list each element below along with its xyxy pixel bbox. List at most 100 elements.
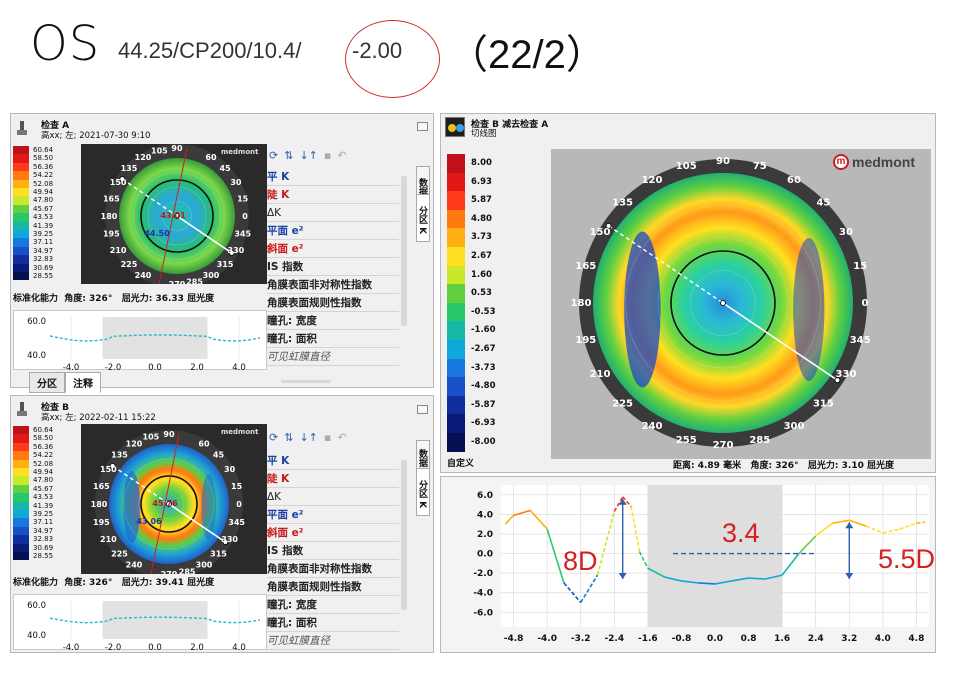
- steep-e[interactable]: 斜面 e²: [267, 524, 399, 542]
- angle-label: 135: [612, 198, 633, 209]
- angle-label: 315: [210, 549, 227, 558]
- profile-chart-b: -4.0 -2.0 0.0 2.0 4.0 60.0 40.0: [13, 594, 267, 653]
- map-left-band: [624, 231, 661, 388]
- axial-scale-a-swatch: [13, 272, 29, 281]
- exam-icon: [17, 401, 27, 416]
- axis-line: [158, 147, 188, 284]
- is-index[interactable]: IS 指数: [267, 258, 399, 276]
- angle-label: 角度: 326°: [64, 578, 113, 588]
- tangential-scale-swatch: [447, 395, 465, 415]
- flat-e[interactable]: 平面 e²: [267, 506, 399, 524]
- save-icon[interactable]: ▪: [323, 149, 332, 162]
- y-tick-label: 60.0: [27, 601, 46, 611]
- angle-label: 225: [612, 398, 633, 409]
- flat-k[interactable]: 平 K: [267, 452, 399, 470]
- pupil-outline: [140, 179, 214, 253]
- hvid[interactable]: 可见虹膜直径: [267, 632, 399, 650]
- hvid[interactable]: 可见虹膜直径: [267, 348, 399, 366]
- angle-label: 0: [236, 500, 242, 509]
- red-circle-mark: [345, 20, 440, 98]
- angle-label: 315: [813, 398, 834, 409]
- difference-panel: 检查 B 减去检查 A 切线图 8.00 6.93 5.87 4.80 3.73 2.67…: [440, 113, 936, 473]
- angle-label: 30: [230, 178, 242, 187]
- axial-scale-a-swatch: [13, 255, 29, 264]
- steep-k[interactable]: 陡 K: [267, 470, 399, 488]
- axial-scale-b-swatch: [13, 434, 29, 443]
- save-icon[interactable]: ▪: [323, 431, 332, 444]
- exam-b-subtitle: 高xx; 左; 2022-02-11 15:22: [41, 413, 156, 423]
- profile-segment: [781, 553, 800, 576]
- pupil-area[interactable]: 瞳孔: 面积: [267, 614, 399, 632]
- sort-icon[interactable]: ⇅: [284, 149, 294, 162]
- angle-label: 120: [135, 153, 152, 162]
- x-tick-label: 2.4: [808, 634, 824, 644]
- tangential-scale-label: 4.80: [471, 213, 492, 224]
- tangential-scale-swatch: [447, 321, 465, 340]
- axial-scale-a-swatch: [13, 263, 29, 272]
- delta-k[interactable]: ΔK: [267, 488, 399, 506]
- arrow-8d-head-top: [618, 498, 627, 505]
- meridian-dashed: [608, 225, 724, 304]
- undo-icon[interactable]: ↶: [337, 431, 347, 444]
- pupil-width[interactable]: 瞳孔: 宽度: [267, 596, 399, 614]
- angle-label: 180: [571, 298, 592, 309]
- flat-k[interactable]: 平 K: [267, 168, 399, 186]
- center-k-value: 44.50: [144, 229, 170, 238]
- angle-label: 60: [787, 175, 801, 186]
- steep-e[interactable]: 斜面 e²: [267, 240, 399, 258]
- medmont-wordmark: medmont: [852, 154, 915, 170]
- refresh-icon[interactable]: ⟳: [269, 431, 279, 444]
- regularity-index[interactable]: 角膜表面规则性指数: [267, 294, 399, 312]
- delta-k[interactable]: ΔK: [267, 204, 399, 222]
- x-tick-label: 2.0: [190, 643, 204, 651]
- asymmetry-index[interactable]: 角膜表面非对称性指数: [267, 560, 399, 578]
- axis-line: [150, 433, 180, 574]
- steep-k[interactable]: 陡 K: [267, 186, 399, 204]
- tab-zone-k-b[interactable]: 分区 K: [416, 468, 430, 516]
- x-tick-label: -3.2: [571, 634, 591, 644]
- asymmetry-index[interactable]: 角膜表面非对称性指数: [267, 276, 399, 294]
- axial-scale-b-swatch: [13, 476, 29, 485]
- meridian-end: [834, 377, 841, 384]
- flat-e[interactable]: 平面 e²: [267, 222, 399, 240]
- tab-data-b[interactable]: 数据: [416, 440, 430, 472]
- axial-scale-a-label: 56.36: [33, 162, 54, 171]
- exam-a-map[interactable]: 9060453015034533031530028527024022521019…: [81, 144, 267, 284]
- tab-zone-k-a[interactable]: 分区 K: [416, 194, 430, 242]
- sort-icon[interactable]: ⇅: [284, 431, 294, 444]
- undo-icon[interactable]: ↶: [337, 149, 347, 162]
- regularity-index[interactable]: 角膜表面规则性指数: [267, 578, 399, 596]
- tab-zones[interactable]: 分区: [29, 372, 65, 393]
- pupil-width[interactable]: 瞳孔: 宽度: [267, 312, 399, 330]
- map-grid-ring: [147, 186, 207, 246]
- pupil-area[interactable]: 瞳孔: 面积: [267, 330, 399, 348]
- angle-label: 300: [196, 561, 213, 570]
- restore-button-a[interactable]: [417, 122, 428, 131]
- indices-scrollbar-b[interactable]: [401, 460, 407, 610]
- profile-segment: [916, 521, 925, 524]
- difference-map[interactable]: 90 105 75 120 60 135 45 150 30 165 15 180 0 195 345 210…: [551, 149, 931, 459]
- angle-label: 210: [100, 535, 117, 544]
- updown-icon[interactable]: ↓↑: [299, 149, 318, 162]
- indices-hscroll-a[interactable]: [281, 380, 331, 383]
- profile-segment: [664, 576, 682, 582]
- angle-label: 345: [228, 518, 245, 527]
- power-label: 屈光力: 3.10 屈光度: [807, 461, 894, 471]
- is-index[interactable]: IS 指数: [267, 542, 399, 560]
- map-grid-ring: [162, 201, 192, 231]
- angle-label: 315: [217, 260, 234, 269]
- exam-b-map[interactable]: 9060453015034533031530028527024022521019…: [81, 424, 267, 574]
- angle-label: 165: [93, 482, 110, 491]
- meridian-start: [109, 463, 116, 469]
- profile-segment: [638, 551, 649, 569]
- x-tick-label: 4.0: [232, 643, 246, 651]
- angle-label: 90: [716, 156, 730, 167]
- restore-button-b[interactable]: [417, 405, 428, 414]
- indices-scrollbar-a[interactable]: [401, 176, 407, 326]
- updown-icon[interactable]: ↓↑: [299, 431, 318, 444]
- refresh-icon[interactable]: ⟳: [269, 149, 279, 162]
- meridian-start: [605, 222, 612, 229]
- tab-notes[interactable]: 注释: [65, 372, 101, 393]
- profile-segment: [882, 528, 900, 534]
- axial-scale-a-swatch: [13, 246, 29, 256]
